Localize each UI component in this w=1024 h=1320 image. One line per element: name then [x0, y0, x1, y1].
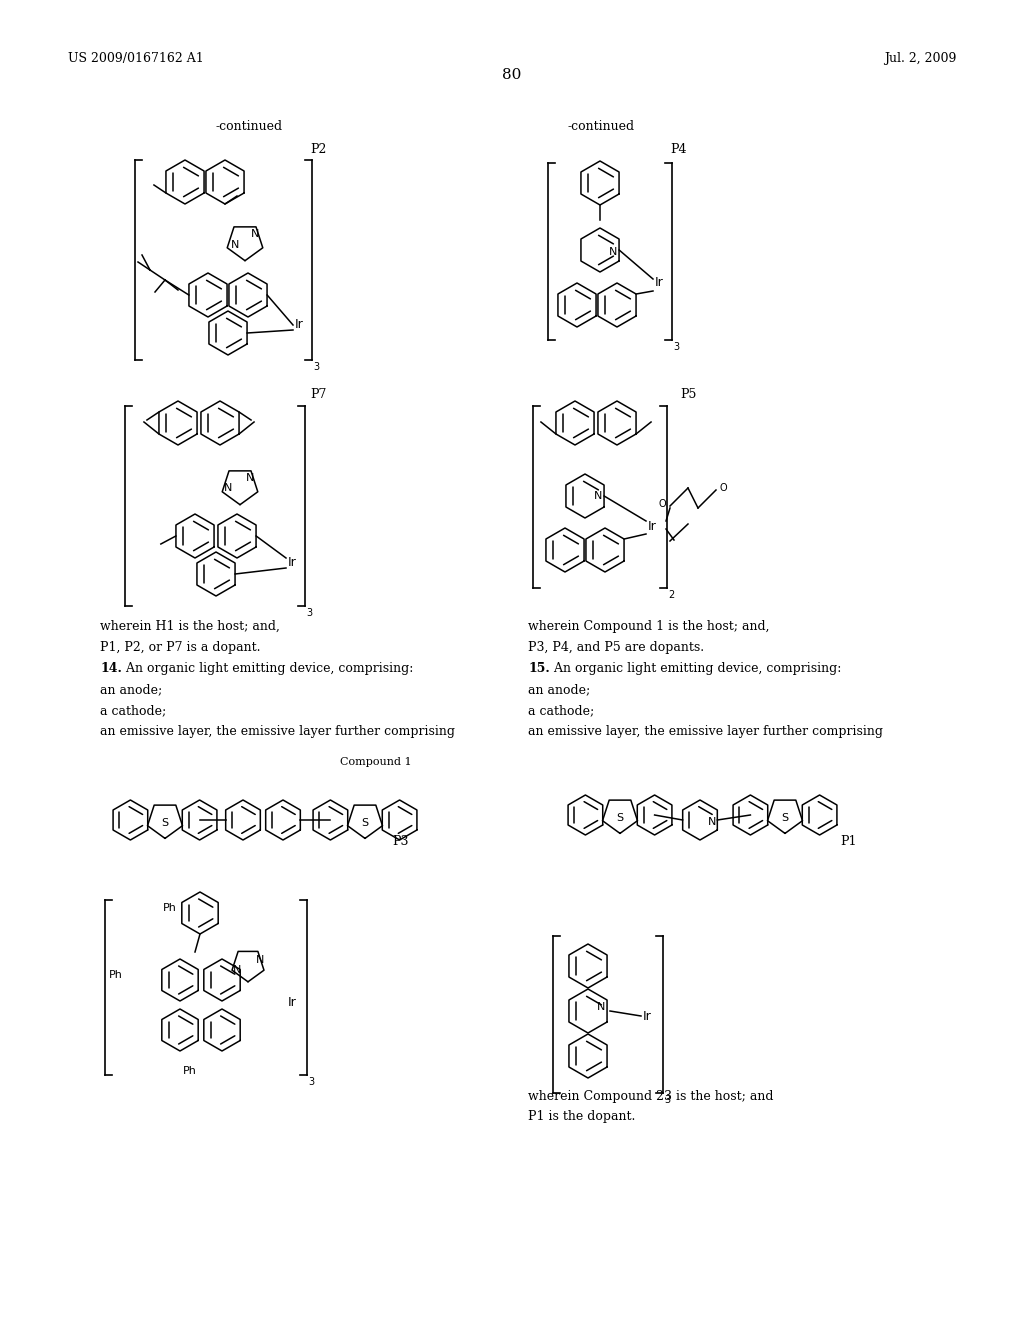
Text: 2: 2: [668, 590, 674, 601]
Text: a cathode;: a cathode;: [528, 704, 594, 717]
Text: O: O: [720, 483, 728, 492]
Text: N: N: [256, 954, 264, 965]
Text: Ir: Ir: [288, 557, 297, 569]
Text: 14.: 14.: [100, 663, 122, 675]
Text: S: S: [781, 813, 788, 822]
Text: Ph: Ph: [110, 970, 123, 979]
Text: N: N: [246, 473, 254, 483]
Text: N: N: [609, 247, 617, 257]
Text: 3: 3: [313, 362, 319, 372]
Text: wherein H1 is the host; and,: wherein H1 is the host; and,: [100, 620, 280, 634]
Text: N: N: [597, 1002, 605, 1012]
Text: Ir: Ir: [288, 997, 297, 1010]
Text: 80: 80: [503, 69, 521, 82]
Text: 3: 3: [308, 1077, 314, 1086]
Text: S: S: [162, 818, 169, 828]
Text: -continued: -continued: [568, 120, 635, 133]
Text: An organic light emitting device, comprising:: An organic light emitting device, compri…: [122, 663, 414, 675]
Text: Ir: Ir: [643, 1010, 651, 1023]
Text: Ph: Ph: [163, 903, 177, 913]
Text: wherein Compound 23 is the host; and: wherein Compound 23 is the host; and: [528, 1090, 773, 1104]
Text: an emissive layer, the emissive layer further comprising: an emissive layer, the emissive layer fu…: [100, 725, 455, 738]
Text: N: N: [594, 491, 602, 502]
Text: 15.: 15.: [528, 663, 550, 675]
Text: P5: P5: [680, 388, 696, 401]
Text: P3: P3: [392, 836, 409, 847]
Text: an anode;: an anode;: [528, 682, 590, 696]
Text: US 2009/0167162 A1: US 2009/0167162 A1: [68, 51, 204, 65]
Text: Ir: Ir: [648, 520, 656, 532]
Text: P1, P2, or P7 is a dopant.: P1, P2, or P7 is a dopant.: [100, 642, 260, 653]
Text: a cathode;: a cathode;: [100, 704, 166, 717]
Text: N: N: [251, 228, 259, 239]
Text: 3: 3: [673, 342, 679, 352]
Text: 3: 3: [306, 609, 312, 618]
Text: Compound 1: Compound 1: [340, 756, 412, 767]
Text: P1 is the dopant.: P1 is the dopant.: [528, 1110, 635, 1123]
Text: P3, P4, and P5 are dopants.: P3, P4, and P5 are dopants.: [528, 642, 705, 653]
Text: N: N: [708, 817, 716, 828]
Text: O: O: [658, 499, 666, 510]
Text: wherein Compound 1 is the host; and,: wherein Compound 1 is the host; and,: [528, 620, 769, 634]
Text: S: S: [616, 813, 624, 822]
Text: an anode;: an anode;: [100, 682, 162, 696]
Text: N: N: [224, 483, 232, 492]
Text: 3: 3: [664, 1096, 670, 1105]
Text: P4: P4: [670, 143, 686, 156]
Text: Jul. 2, 2009: Jul. 2, 2009: [884, 51, 956, 65]
Text: Ir: Ir: [295, 318, 304, 331]
Text: N: N: [230, 240, 240, 249]
Text: Ir: Ir: [655, 276, 664, 289]
Text: P2: P2: [310, 143, 327, 156]
Text: P7: P7: [310, 388, 327, 401]
Text: an emissive layer, the emissive layer further comprising: an emissive layer, the emissive layer fu…: [528, 725, 883, 738]
Text: Ph: Ph: [183, 1067, 197, 1076]
Text: S: S: [361, 818, 369, 828]
Text: -continued: -continued: [215, 120, 283, 133]
Text: P1: P1: [840, 836, 856, 847]
Text: An organic light emitting device, comprising:: An organic light emitting device, compri…: [550, 663, 842, 675]
Text: N: N: [233, 965, 242, 975]
